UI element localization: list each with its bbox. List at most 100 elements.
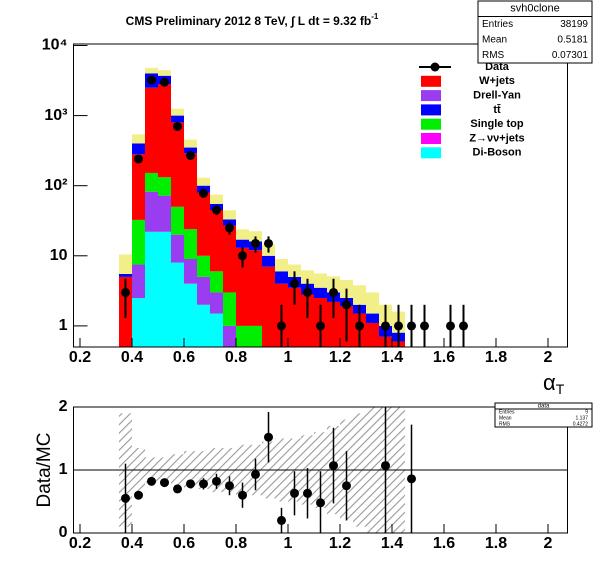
mc-uncertainty: [366, 292, 379, 314]
data-point: [329, 287, 338, 297]
data-point: [264, 238, 273, 248]
stack-bar: [145, 231, 158, 347]
data-point: [355, 321, 364, 331]
mc-uncertainty: [236, 229, 249, 240]
x-tick-label: 1.8: [485, 535, 507, 552]
data-point: [147, 476, 156, 486]
stack-bar: [262, 266, 275, 347]
stats-value: 9: [585, 409, 588, 415]
data-point: [459, 321, 468, 331]
x-tick-label: 1.4: [381, 535, 403, 552]
chart-title: CMS Preliminary 2012 8 TeV, ∫ L dt = 9.3…: [126, 12, 379, 28]
stats-value: 0.07301: [552, 50, 589, 61]
ratio-y-axis-title: Data/MC: [34, 433, 55, 508]
x-tick-label: 1.6: [433, 349, 455, 366]
stack-bar: [132, 143, 145, 155]
stack-bar: [197, 276, 210, 305]
y-tick-label: 2: [59, 398, 68, 415]
mc-uncertainty: [301, 270, 314, 284]
stats-label: RMS: [499, 421, 511, 427]
stack-bar: [327, 301, 340, 347]
x-tick-label: 0.6: [173, 349, 195, 366]
data-point: [407, 474, 416, 484]
data-point: [446, 321, 455, 331]
data-point: [303, 287, 312, 297]
data-point: [290, 279, 299, 289]
data-point: [160, 478, 169, 488]
data-point: [290, 488, 299, 498]
stack-bar: [158, 195, 171, 232]
stack-bar: [236, 239, 249, 248]
data-point: [173, 484, 182, 494]
stack-bar: [249, 325, 262, 347]
stack-bar: [171, 206, 184, 235]
data-point: [381, 461, 390, 471]
legend-label: Di-Boson: [473, 147, 522, 159]
x-tick-label: 0.2: [69, 535, 91, 552]
data-point: [394, 321, 403, 331]
data-point: [173, 121, 182, 131]
data-point: [342, 481, 351, 491]
stats-value: 38199: [560, 19, 588, 30]
data-point: [160, 77, 169, 87]
data-point: [212, 205, 221, 215]
stack-bar: [275, 271, 288, 284]
stack-bar: [184, 259, 197, 284]
data-point: [238, 251, 247, 261]
data-point: [342, 300, 351, 310]
data-point: [225, 223, 234, 233]
mc-uncertainty: [288, 264, 301, 277]
data-point: [329, 461, 338, 471]
x-tick-label: 1.2: [329, 349, 351, 366]
stats-title: data: [538, 404, 550, 410]
stack-bar: [210, 210, 223, 272]
x-tick-label: 0.6: [173, 535, 195, 552]
title-text: CMS Preliminary 2012 8 TeV, ∫ L dt = 9.3…: [126, 14, 372, 28]
stack-bar: [158, 84, 171, 178]
stack-bar: [145, 172, 158, 192]
x-tick-label: 1.4: [381, 349, 403, 366]
stack-bar: [197, 192, 210, 256]
y-tick-label: 10²: [44, 177, 67, 194]
y-tick-label: 10⁴: [42, 37, 68, 54]
x-label: α: [543, 370, 556, 395]
data-point: [199, 188, 208, 198]
stack-bar: [132, 264, 145, 299]
data-point: [316, 498, 325, 508]
stats-title: svh0clone: [510, 3, 560, 15]
data-point: [303, 488, 312, 498]
stats-value: 1.137: [575, 415, 588, 421]
legend-swatch: [421, 90, 441, 102]
data-point: [121, 287, 130, 297]
data-point: [225, 481, 234, 491]
data-point: [264, 432, 273, 442]
stack-bar: [171, 122, 184, 207]
stack-bar: [249, 250, 262, 326]
x-label-subscript: T: [556, 381, 565, 397]
x-tick-label: 2: [544, 535, 553, 552]
y-tick-label: 1: [59, 461, 68, 478]
stats-label: Mean: [482, 34, 507, 45]
mc-uncertainty: [223, 210, 236, 220]
stack-bar: [262, 255, 275, 267]
stack-bar: [158, 177, 171, 196]
data-point: [121, 493, 130, 503]
stack-bar: [132, 154, 145, 220]
x-tick-label: 0.8: [225, 535, 247, 552]
data-point: [212, 476, 221, 486]
stack-bar: [210, 292, 223, 314]
mc-uncertainty: [353, 285, 366, 305]
stack-bar: [210, 271, 223, 293]
data-point: [251, 238, 260, 248]
legend-label: Z→νν+jets: [469, 132, 524, 144]
data-point: [381, 321, 390, 331]
stack-bar: [145, 87, 158, 173]
x-tick-label: 1.8: [485, 349, 507, 366]
data-point: [277, 515, 286, 525]
stack-bar: [314, 287, 327, 299]
legend-swatch: [421, 118, 441, 130]
stack-bar: [184, 229, 197, 260]
data-point: [147, 75, 156, 85]
data-point: [238, 490, 247, 500]
